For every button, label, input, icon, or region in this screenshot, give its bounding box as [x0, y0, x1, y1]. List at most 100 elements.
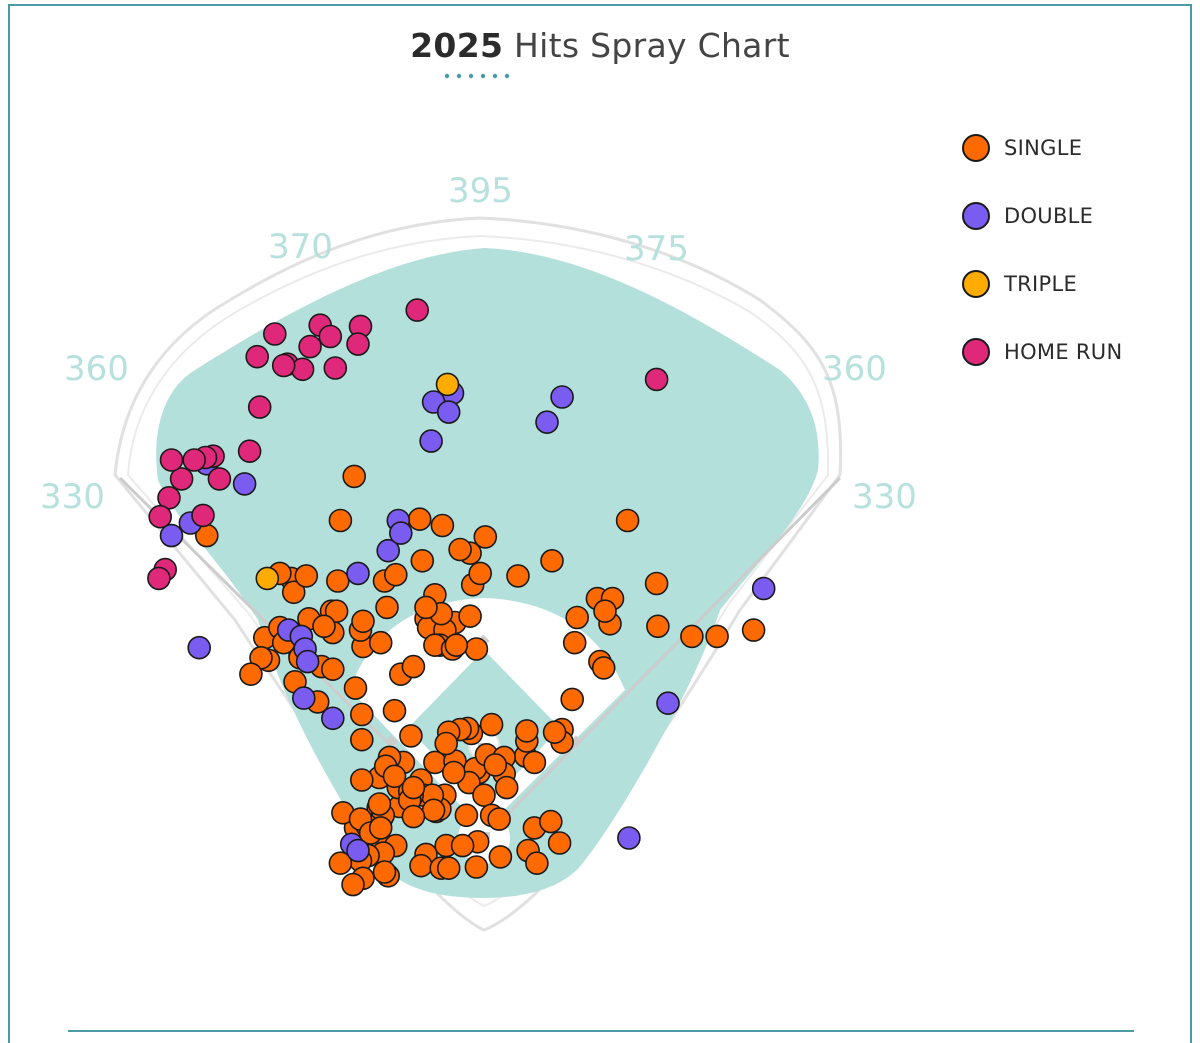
hit-point-single-17 — [343, 676, 368, 700]
hit-point-single-8 — [375, 595, 399, 620]
hit-point-single-19 — [368, 630, 393, 655]
hit-point-single-114 — [562, 630, 587, 655]
hit-point-double-25 — [751, 576, 776, 601]
hit-point-single-92 — [434, 731, 459, 756]
hit-point-single-120 — [615, 508, 640, 533]
hit-point-double-10 — [419, 429, 443, 453]
hit-point-single-14 — [458, 604, 482, 629]
hit-point-triple-0 — [435, 372, 460, 397]
hit-point-single-57 — [401, 804, 426, 829]
hit-point-home-run-21 — [147, 566, 171, 591]
hit-point-home-run-15 — [169, 467, 194, 491]
hit-point-single-12 — [430, 513, 455, 538]
third-base — [384, 735, 398, 749]
hit-point-single-37 — [349, 727, 374, 752]
hit-point-single-59 — [324, 599, 349, 624]
hit-point-single-155 — [488, 845, 513, 869]
hit-point-home-run-10 — [247, 395, 272, 419]
hit-point-single-36 — [239, 662, 263, 687]
hit-point-single-102 — [483, 753, 508, 777]
title-text: Hits Spray Chart — [503, 26, 790, 65]
hit-point-double-11 — [535, 410, 559, 435]
hit-point-double-6 — [388, 521, 413, 545]
hit-point-home-run-16 — [182, 448, 206, 472]
legend-swatch-single — [962, 134, 990, 162]
hit-point-single-146 — [341, 872, 365, 897]
hit-point-home-run-1 — [245, 344, 270, 369]
hit-point-home-run-9 — [346, 332, 370, 356]
legend-item-home-run: HOME RUN — [962, 318, 1122, 386]
legend-item-single: SINGLE — [962, 114, 1122, 182]
bottom-divider — [68, 1030, 1134, 1032]
hit-point-home-run-6 — [318, 324, 343, 349]
hit-point-single-104 — [494, 775, 519, 800]
hit-point-home-run-25 — [644, 367, 669, 392]
hit-point-double-18 — [295, 649, 320, 674]
hit-point-double-24 — [656, 691, 680, 716]
hit-point-single-95 — [472, 783, 496, 808]
legend-item-triple: TRIPLE — [962, 250, 1122, 318]
hit-point-double-14 — [159, 523, 184, 548]
hit-point-single-103 — [522, 750, 547, 775]
distance-right-center: 375 — [624, 229, 689, 269]
hit-point-home-run-13 — [157, 485, 181, 510]
hit-point-single-107 — [542, 720, 567, 745]
right-foul-line — [482, 476, 842, 840]
legend-swatch-triple — [962, 270, 990, 298]
hit-point-double-23 — [617, 826, 641, 850]
hit-point-single-126 — [514, 719, 539, 743]
hit-point-single-108 — [560, 687, 585, 712]
hit-point-single-152 — [436, 856, 461, 881]
hit-point-single-137 — [368, 816, 393, 840]
hit-point-single-157 — [547, 831, 572, 855]
hit-point-single-117 — [705, 624, 729, 649]
hit-point-home-run-22 — [237, 439, 262, 464]
hit-point-single-84 — [325, 569, 350, 593]
hit-point-single-160 — [450, 833, 475, 858]
hit-point-single-158 — [525, 851, 549, 876]
hit-point-single-28 — [281, 580, 306, 605]
hit-point-single-113 — [593, 599, 617, 624]
hit-point-single-5 — [410, 548, 435, 573]
hit-point-double-12 — [550, 385, 574, 409]
chart-title: 2025 Hits Spray Chart — [0, 26, 1200, 65]
hit-point-single-97 — [487, 807, 511, 831]
legend-label-home-run: HOME RUN — [1004, 340, 1123, 364]
distance-center: 395 — [448, 171, 513, 211]
hit-point-single-127 — [441, 760, 466, 785]
hit-point-home-run-14 — [148, 504, 172, 529]
hit-point-double-13 — [187, 635, 211, 660]
hit-point-single-1 — [342, 464, 367, 489]
hit-point-single-87 — [444, 633, 469, 658]
hit-point-double-4 — [376, 538, 401, 563]
hit-point-double-19 — [291, 686, 316, 710]
hit-point-single-119 — [644, 571, 669, 596]
hit-point-home-run-3 — [290, 357, 315, 382]
fence-distance-labels: 330 360 370 395 375 360 330 — [40, 171, 917, 517]
hit-point-single-159 — [454, 803, 479, 828]
hit-point-single-128 — [401, 775, 426, 800]
hit-point-single-116 — [646, 614, 670, 639]
hit-point-single-7 — [383, 562, 408, 587]
hit-point-triple-1 — [255, 566, 280, 591]
hit-point-double-22 — [346, 838, 370, 863]
hit-point-home-run-19 — [191, 503, 215, 528]
title-underline-dots — [444, 73, 510, 79]
distance-left-center-gap: 370 — [268, 227, 333, 267]
hit-point-single-125 — [468, 561, 493, 586]
hit-point-single-23 — [401, 654, 426, 679]
hit-point-single-150 — [464, 855, 489, 879]
hit-point-single-83 — [294, 564, 319, 588]
hit-point-single-123 — [591, 656, 616, 680]
hit-point-single-24 — [382, 698, 407, 723]
hit-point-single-4 — [328, 508, 353, 533]
distance-right-line: 330 — [852, 477, 917, 517]
hit-point-single-66 — [312, 614, 336, 639]
hit-point-single-122 — [565, 605, 590, 630]
hit-point-single-149 — [409, 853, 433, 878]
hit-point-double-2 — [232, 472, 257, 496]
hit-point-home-run-24 — [405, 298, 430, 322]
hit-point-double-20 — [320, 706, 345, 731]
hit-point-single-99 — [479, 712, 504, 737]
